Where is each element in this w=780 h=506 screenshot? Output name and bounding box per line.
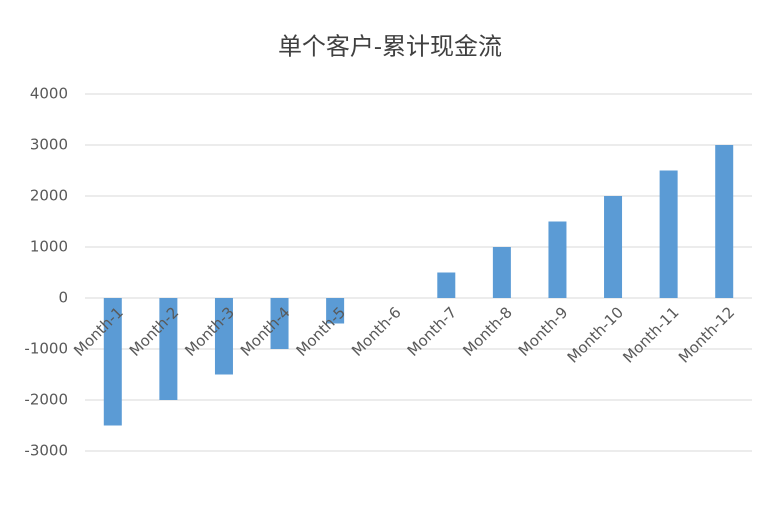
x-tick-label: Month-11 bbox=[619, 303, 682, 366]
bar bbox=[659, 170, 678, 298]
y-tick-label: 1000 bbox=[30, 238, 68, 256]
y-tick-label: -3000 bbox=[24, 442, 68, 460]
y-tick-label: 0 bbox=[58, 289, 68, 307]
bar bbox=[159, 298, 178, 400]
x-tick-label: Month-5 bbox=[293, 303, 350, 360]
x-tick-label: Month-8 bbox=[459, 303, 516, 360]
bar bbox=[604, 196, 623, 298]
bar bbox=[492, 247, 511, 298]
x-tick-label: Month-7 bbox=[404, 303, 461, 360]
y-tick-label: -2000 bbox=[24, 391, 68, 409]
x-tick-label: Month-10 bbox=[564, 303, 627, 366]
bar bbox=[214, 298, 233, 375]
bar bbox=[715, 145, 734, 298]
bar bbox=[548, 221, 567, 298]
bar bbox=[270, 298, 289, 349]
y-tick-label: 3000 bbox=[30, 136, 68, 154]
x-tick-label: Month-12 bbox=[675, 303, 738, 366]
y-tick-label: 2000 bbox=[30, 187, 68, 205]
chart-title: 单个客户-累计现金流 bbox=[278, 33, 502, 61]
y-tick-label: 4000 bbox=[30, 85, 68, 103]
x-tick-label: Month-6 bbox=[348, 303, 405, 360]
bar bbox=[437, 272, 456, 298]
bar bbox=[326, 298, 345, 324]
x-tick-label: Month-9 bbox=[515, 303, 572, 360]
bar bbox=[103, 298, 122, 426]
y-tick-label: -1000 bbox=[24, 340, 68, 358]
